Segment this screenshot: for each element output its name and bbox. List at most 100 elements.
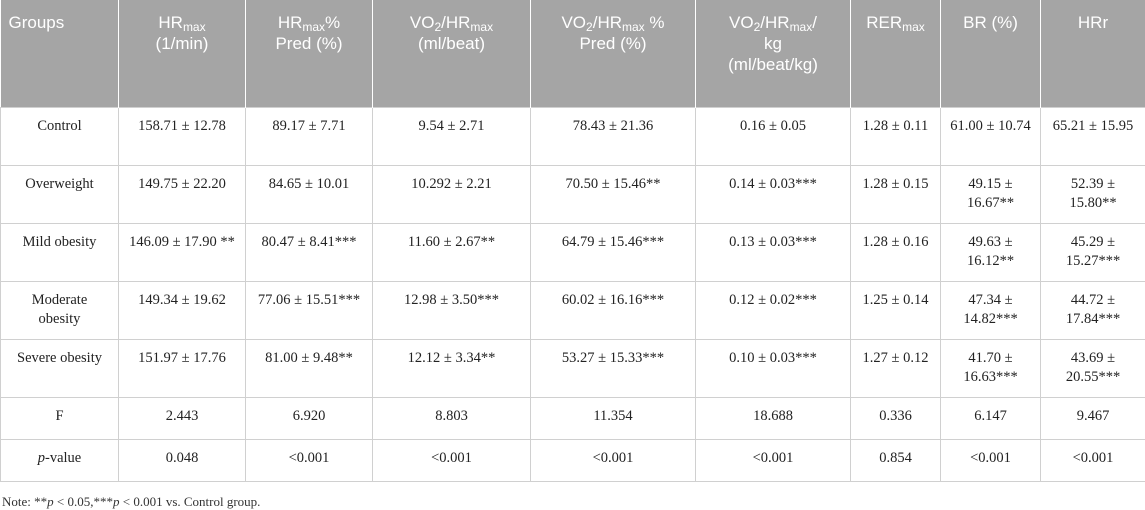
cell: <0.001 <box>246 440 373 482</box>
text: 78.43 ± 21.36 <box>573 118 653 134</box>
row-label: Overweight <box>1 166 119 224</box>
text: 1.27 ± 0.12 <box>863 350 929 366</box>
text: 12.98 ± 3.50*** <box>404 292 499 308</box>
text: 0.12 ± 0.02*** <box>729 292 817 308</box>
table-row: Mild obesity 146.09 ± 17.90 **80.47 ± 8.4… <box>1 224 1145 282</box>
text: /HR <box>441 13 470 32</box>
text: 65.21 ± 15.95 <box>1053 118 1133 134</box>
cell: 70.50 ± 15.46** <box>531 166 696 224</box>
text: Control <box>37 118 81 134</box>
text: Pred (%) <box>579 34 646 53</box>
column-header: HRr <box>1041 0 1145 108</box>
text: (1/min) <box>156 34 209 53</box>
text: 81.00 ± 9.48** <box>265 350 353 366</box>
column-header: BR (%) <box>941 0 1041 108</box>
cell: <0.001 <box>696 440 851 482</box>
cell: 65.21 ± 15.95 <box>1041 108 1145 166</box>
text: 1.25 ± 0.14 <box>863 292 929 308</box>
text: HR <box>278 13 303 32</box>
text: 64.79 ± 15.46*** <box>562 234 664 250</box>
cell: 0.16 ± 0.05 <box>696 108 851 166</box>
text: <0.001 <box>1073 450 1114 466</box>
text: 0.048 <box>166 450 199 466</box>
text: 11.60 ± 2.67** <box>408 234 495 250</box>
column-header: VO2/HRmax %Pred (%) <box>531 0 696 108</box>
text: 45.29 ± 15.27*** <box>1066 234 1120 269</box>
text: 1.28 ± 0.11 <box>863 118 928 134</box>
text: Mild obesity <box>23 234 97 250</box>
row-label: F <box>1 398 119 440</box>
cell: 1.25 ± 0.14 <box>851 282 941 340</box>
cell: 0.854 <box>851 440 941 482</box>
text: 158.71 ± 12.78 <box>138 118 226 134</box>
text: 2.443 <box>166 408 199 424</box>
text: 12.12 ± 3.34** <box>408 350 496 366</box>
text: <0.001 <box>970 450 1011 466</box>
italic-text: p <box>38 450 45 466</box>
table-row: Moderate obesity 149.34 ± 19.62 77.06 ± 15… <box>1 282 1145 340</box>
text: VO <box>410 13 435 32</box>
text: Severe obesity <box>17 350 102 366</box>
text: / <box>812 13 817 32</box>
cell: 0.10 ± 0.03*** <box>696 340 851 398</box>
cell: 2.443 <box>119 398 246 440</box>
column-header: VO2/HRmax(ml/beat) <box>373 0 531 108</box>
cell: 45.29 ± 15.27*** <box>1041 224 1145 282</box>
text: Moderate obesity <box>32 292 88 327</box>
text: 9.467 <box>1077 408 1110 424</box>
text: % <box>325 13 340 32</box>
text: 0.854 <box>879 450 912 466</box>
header-line: RERmax <box>855 12 936 33</box>
text: < 0.05,*** <box>54 494 113 509</box>
cell: 47.34 ± 14.82*** <box>941 282 1041 340</box>
cell: 12.98 ± 3.50*** <box>373 282 531 340</box>
text: RER <box>866 13 902 32</box>
row-label: Severe obesity <box>1 340 119 398</box>
cell: 80.47 ± 8.41*** <box>246 224 373 282</box>
text: 84.65 ± 10.01 <box>269 176 349 192</box>
cell: 10.292 ± 2.21 <box>373 166 531 224</box>
subscript: 2 <box>586 20 593 34</box>
table-body: Control 158.71 ± 12.78 89.17 ± 7.71 9.54 ± … <box>1 108 1145 482</box>
cell: <0.001 <box>373 440 531 482</box>
text: 0.14 ± 0.03*** <box>729 176 817 192</box>
cell: 9.54 ± 2.71 <box>373 108 531 166</box>
cell: 146.09 ± 17.90 ** <box>119 224 246 282</box>
cell: 11.354 <box>531 398 696 440</box>
cell: 0.12 ± 0.02*** <box>696 282 851 340</box>
text: 43.69 ± 20.55*** <box>1066 350 1120 385</box>
cell: 53.27 ± 15.33*** <box>531 340 696 398</box>
text: /HR <box>760 13 789 32</box>
header-line: HRr <box>1045 12 1141 33</box>
table-row: Control 158.71 ± 12.78 89.17 ± 7.71 9.54 ± … <box>1 108 1145 166</box>
subscript: max <box>790 20 813 34</box>
text: 53.27 ± 15.33*** <box>562 350 664 366</box>
text: VO <box>729 13 754 32</box>
cell: 64.79 ± 15.46*** <box>531 224 696 282</box>
text: 9.54 ± 2.71 <box>419 118 485 134</box>
text: 6.920 <box>293 408 326 424</box>
header-line: VO2/HRmax % <box>535 12 691 33</box>
text: 49.15 ± 16.67** <box>967 176 1014 211</box>
cell: 9.467 <box>1041 398 1145 440</box>
cell: 18.688 <box>696 398 851 440</box>
cell: <0.001 <box>941 440 1041 482</box>
cell: 89.17 ± 7.71 <box>246 108 373 166</box>
text: 0.336 <box>879 408 912 424</box>
text: 149.34 ± 19.62 <box>138 292 226 308</box>
cell: 49.15 ± 16.67** <box>941 166 1041 224</box>
cell: 77.06 ± 15.51*** <box>246 282 373 340</box>
header-line: Groups <box>9 12 115 33</box>
cell: 158.71 ± 12.78 <box>119 108 246 166</box>
cell: 61.00 ± 10.74 <box>941 108 1041 166</box>
header-line: Pred (%) <box>535 33 691 54</box>
cell: 8.803 <box>373 398 531 440</box>
text: 44.72 ± 17.84*** <box>1066 292 1120 327</box>
cell: 44.72 ± 17.84*** <box>1041 282 1145 340</box>
text: 41.70 ± 16.63*** <box>963 350 1017 385</box>
